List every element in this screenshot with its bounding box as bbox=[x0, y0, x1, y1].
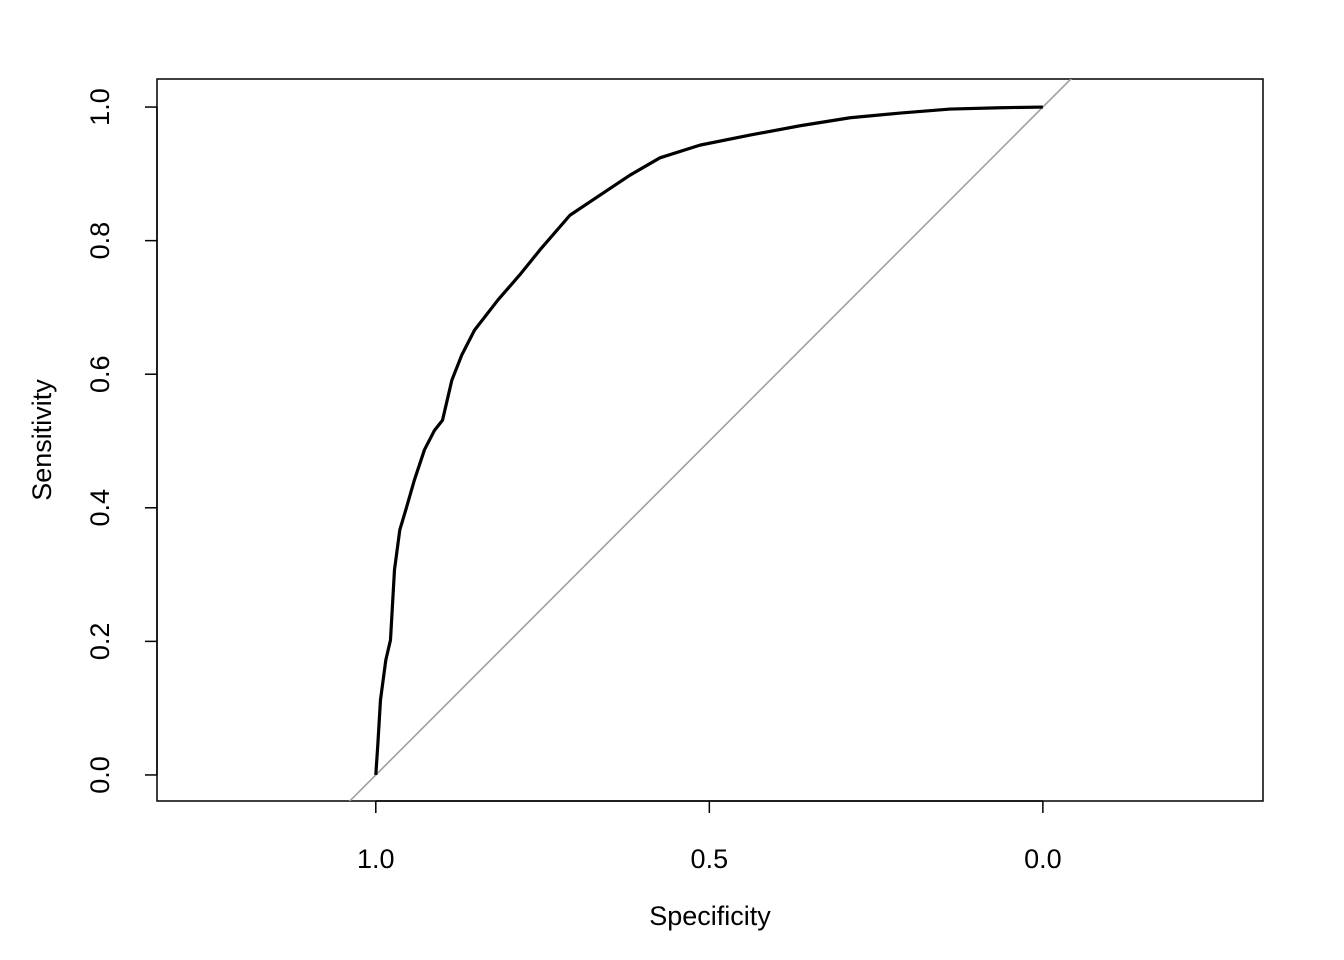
roc-curve bbox=[374, 105, 1043, 776]
y-tick-label: 0.6 bbox=[85, 355, 115, 393]
x-tick-label: 0.0 bbox=[1024, 844, 1062, 874]
y-tick-label: 0.0 bbox=[85, 756, 115, 794]
y-axis-label: Sensitivity bbox=[27, 379, 57, 501]
y-tick-label: 0.2 bbox=[85, 623, 115, 661]
x-tick-label: 1.0 bbox=[357, 844, 395, 874]
y-tick-label: 0.8 bbox=[85, 222, 115, 260]
x-axis-label: Specificity bbox=[649, 901, 771, 931]
y-tick-label: 1.0 bbox=[85, 88, 115, 126]
y-tick-label: 0.4 bbox=[85, 489, 115, 527]
x-tick-label: 0.5 bbox=[691, 844, 729, 874]
reference-line bbox=[348, 79, 1073, 801]
